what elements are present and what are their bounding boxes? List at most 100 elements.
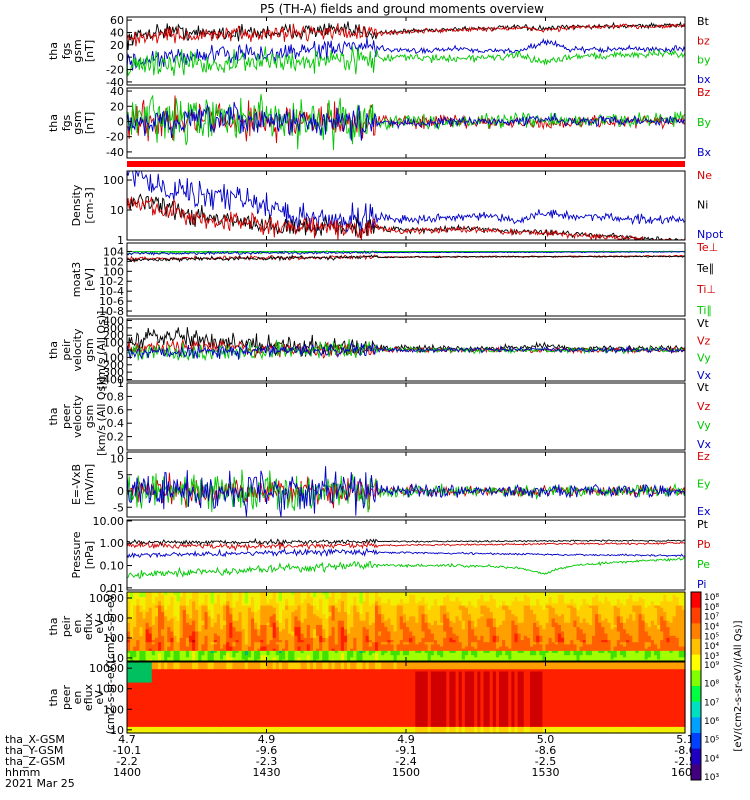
spectrogram-cell	[133, 652, 137, 656]
spectrogram-cell	[272, 592, 277, 595]
spectrogram-cell	[396, 652, 401, 656]
spectrogram-cell	[173, 630, 178, 634]
spectrogram-cell	[195, 650, 199, 653]
spectrogram-cell	[319, 654, 323, 658]
spectrogram-cell	[297, 652, 302, 656]
spectrogram-cell	[319, 635, 323, 638]
spectrogram-cell	[375, 635, 379, 638]
spectrogram-cell	[195, 624, 199, 628]
spectrogram-cell	[316, 626, 320, 630]
spectrogram-cell	[325, 637, 330, 641]
spectrogram-cell	[220, 628, 224, 632]
spectrogram-cell	[449, 607, 454, 610]
spectrogram-cell	[347, 598, 351, 602]
y-tick-label: 0	[117, 51, 124, 64]
spectrogram-cell	[384, 609, 388, 613]
spectrogram-cell	[170, 592, 175, 595]
spectrogram-cell	[319, 602, 323, 606]
spectrogram-cell	[399, 609, 404, 613]
spectrogram-cell	[189, 624, 193, 628]
spectrogram-cell	[158, 602, 162, 606]
spectrogram-cell	[446, 641, 450, 645]
spectrogram-cell	[443, 600, 447, 604]
spectrogram-cell	[195, 635, 199, 638]
spectrogram-cell	[418, 620, 423, 623]
spectrogram-cell	[350, 656, 354, 660]
spectrogram-cell	[443, 592, 447, 595]
spectrogram-cell	[300, 633, 305, 636]
spectrogram-cell	[198, 652, 202, 656]
spectrogram-cell	[390, 613, 395, 617]
spectrogram-cell	[198, 643, 202, 647]
spectrogram-cell	[139, 645, 144, 649]
spectrogram-cell	[244, 607, 249, 610]
spectrogram-cell	[297, 622, 302, 625]
spectrogram-cell	[455, 594, 460, 597]
spectrogram-cell	[139, 609, 144, 613]
spectrogram-cell	[275, 602, 280, 606]
spectrogram-cell	[269, 613, 274, 617]
spectrogram-cell	[288, 594, 292, 597]
spectrogram-cell	[347, 648, 351, 651]
spectrogram-cell	[207, 598, 212, 602]
spectrogram-cell	[275, 635, 280, 638]
spectrogram-cell	[430, 622, 435, 625]
spectrogram-cell	[133, 617, 137, 621]
spectrogram-cell	[148, 641, 153, 645]
spectrogram-cell	[406, 613, 410, 617]
spectrogram-cell	[226, 602, 230, 606]
y-tick-label: 60	[110, 14, 124, 27]
spectrogram-cell	[458, 607, 463, 610]
spectrogram-cell	[418, 628, 423, 632]
spectrogram-cell	[421, 654, 426, 658]
spectrogram-cell	[471, 604, 475, 608]
spectrogram-cell	[340, 626, 345, 630]
spectrogram-cell	[139, 626, 144, 630]
spectrogram-cell	[331, 604, 336, 608]
spectrogram-cell	[266, 622, 271, 625]
spectrogram-cell	[313, 622, 317, 625]
spectrogram-cell	[142, 596, 147, 600]
spectrogram-cell	[446, 637, 450, 641]
spectrogram-cell	[161, 609, 165, 613]
spectrogram-cell	[340, 622, 345, 625]
spectrogram-cell	[260, 637, 264, 641]
spectrogram-cell	[371, 643, 376, 647]
spectrogram-cell	[216, 607, 221, 610]
spectrogram-cell	[173, 596, 178, 600]
spectrogram-cell	[452, 650, 457, 653]
spectrogram-cell	[213, 654, 218, 658]
spectrogram-cell	[402, 607, 407, 610]
spectrogram-cell	[433, 600, 438, 604]
spectrogram-cell	[161, 626, 165, 630]
spectrogram-cell	[291, 635, 295, 638]
spectrogram-cell	[275, 622, 280, 625]
spectrogram-cell	[204, 592, 209, 595]
spectrogram-cell	[244, 630, 249, 634]
spectrogram-cell	[272, 598, 277, 602]
spectrogram-cell	[437, 598, 441, 602]
spectrogram-cell	[337, 635, 342, 638]
spectrogram-cell	[378, 633, 382, 636]
spectrogram-cell	[238, 622, 243, 625]
spectrogram-cell	[198, 600, 202, 604]
spectrogram-cell	[396, 635, 401, 638]
spectrogram-cell	[232, 609, 237, 613]
spectrogram-cell	[278, 641, 283, 645]
spectrogram-cell	[430, 615, 435, 619]
spectrogram-cell	[182, 650, 187, 653]
spectrogram-cell	[223, 658, 227, 662]
spectrogram-cell	[468, 639, 472, 643]
spectrogram-cell	[201, 656, 206, 660]
spectrogram-cell	[316, 594, 320, 597]
spectrogram-cell	[387, 628, 392, 632]
spectrogram-cell	[201, 617, 206, 621]
spectrogram-cell	[381, 654, 385, 658]
spectrogram-cell	[192, 652, 196, 656]
spectrogram-cell	[213, 604, 218, 608]
spectrogram-cell	[474, 604, 478, 608]
spectrogram-cell	[446, 633, 450, 636]
spectrogram-cell	[235, 611, 240, 615]
spectrogram-cell	[406, 592, 410, 595]
spectrogram-cell	[368, 600, 373, 604]
